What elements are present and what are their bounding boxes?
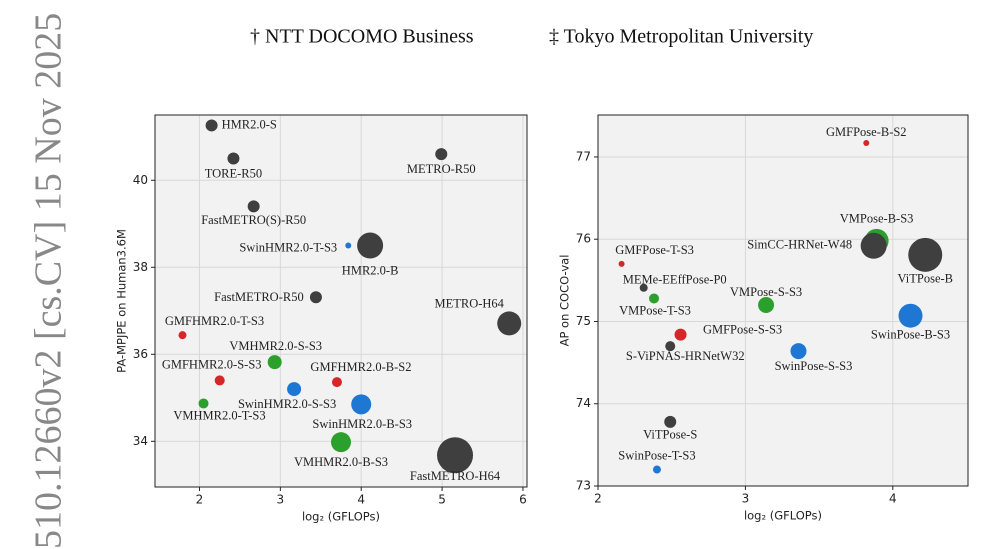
point (860, 232, 887, 259)
point-label: GMFPose-S-S3 (703, 323, 782, 337)
point (351, 394, 372, 415)
point-label: VMHMR2.0-B-S3 (294, 455, 388, 469)
point-label: SwinHMR2.0-S-S3 (238, 397, 336, 411)
point-label: SwinPose-T-S3 (618, 448, 695, 462)
plot-area (155, 115, 527, 487)
point-label: ViTPose-S (643, 428, 697, 442)
y-axis-label: AP on COCO-val (558, 255, 572, 347)
affiliation: † NTT DOCOMO Business (250, 26, 474, 48)
y-axis-label: PA-MPJPE on Human3.6M (115, 229, 129, 373)
arxiv-id: 510.12660v2 [cs.CV] 15 Nov 2025 (28, 13, 70, 549)
point (198, 398, 209, 409)
y-tick-label: 73 (576, 479, 591, 493)
x-tick-label: 4 (357, 493, 365, 507)
point-label: GMFPose-B-S2 (826, 125, 907, 139)
point (267, 355, 282, 370)
point (435, 148, 448, 161)
point-label: VMPose-T-S3 (619, 303, 691, 317)
y-tick-label: 36 (133, 347, 148, 361)
affiliation: ‡ Tokyo Metropolitan University (549, 26, 813, 48)
point (497, 311, 522, 336)
point (214, 375, 225, 386)
point (357, 232, 384, 259)
y-tick-label: 38 (133, 260, 148, 274)
plot-area (598, 115, 968, 486)
point (437, 437, 474, 474)
x-tick-label: 5 (438, 493, 446, 507)
y-tick-label: 75 (576, 314, 591, 328)
x-axis-label: log₂ (GFLOPs) (302, 510, 380, 524)
point-label: GMFHMR2.0-B-S2 (310, 360, 411, 374)
x-tick-label: 6 (519, 493, 527, 507)
point-label: SwinPose-S-S3 (775, 359, 853, 373)
point (674, 328, 687, 341)
y-tick-label: 34 (133, 434, 148, 448)
point (898, 303, 923, 328)
point (345, 242, 352, 249)
point-label: FastMETRO-H64 (410, 469, 501, 483)
point-label: GMFHMR2.0-S-S3 (162, 357, 262, 371)
point-label: METRO-R50 (407, 162, 476, 176)
point-label: FastMETRO(S)-R50 (201, 213, 306, 227)
point-label: HMR2.0-S (222, 117, 277, 131)
point-label: SwinHMR2.0-B-S3 (312, 417, 412, 431)
point-label: SwinPose-B-S3 (871, 328, 950, 342)
point (178, 331, 187, 340)
y-tick-label: 40 (133, 173, 148, 187)
point-label: S-ViPNAS-HRNetW32 (626, 349, 745, 363)
point (247, 200, 260, 213)
x-tick-label: 2 (196, 493, 204, 507)
point (287, 382, 302, 397)
point (664, 415, 677, 428)
x-tick-label: 4 (889, 492, 897, 506)
point-label: VMPose-S-S3 (730, 285, 802, 299)
point (331, 432, 351, 453)
x-tick-label: 3 (742, 492, 750, 506)
point (908, 237, 943, 272)
y-tick-label: 76 (576, 232, 591, 246)
point-label: SimCC-HRNet-W48 (747, 238, 852, 252)
y-tick-label: 74 (576, 396, 591, 410)
point-label: VMPose-B-S3 (840, 212, 914, 226)
point (331, 377, 342, 388)
point-label: ViTPose-B (898, 272, 954, 286)
point-label: GMFHMR2.0-T-S3 (165, 314, 264, 328)
point-label: VMHMR2.0-T-S3 (173, 408, 265, 422)
point-label: TORE-R50 (205, 166, 262, 180)
plot-frame (597, 114, 969, 487)
point (639, 283, 648, 292)
point-label: MEMe-EEffPose-P0 (623, 273, 727, 287)
point (618, 260, 625, 267)
plot-frame (154, 114, 528, 488)
point-label: HMR2.0-B (342, 263, 399, 277)
point (652, 465, 661, 474)
point (665, 341, 676, 352)
point-label: FastMETRO-R50 (214, 290, 304, 304)
point-label: SwinHMR2.0-T-S3 (239, 240, 337, 254)
point (790, 343, 807, 360)
point (227, 152, 240, 165)
point (758, 297, 775, 314)
x-tick-label: 2 (594, 492, 602, 506)
point (309, 291, 322, 304)
point (649, 293, 660, 304)
point (863, 139, 870, 146)
y-tick-label: 77 (576, 149, 591, 163)
point-label: VMHMR2.0-S-S3 (229, 339, 322, 353)
x-axis-label: log₂ (GFLOPs) (744, 509, 822, 523)
point-label: GMFPose-T-S3 (615, 243, 694, 257)
point (205, 119, 218, 132)
point-label: METRO-H64 (434, 296, 504, 310)
x-tick-label: 3 (277, 493, 285, 507)
